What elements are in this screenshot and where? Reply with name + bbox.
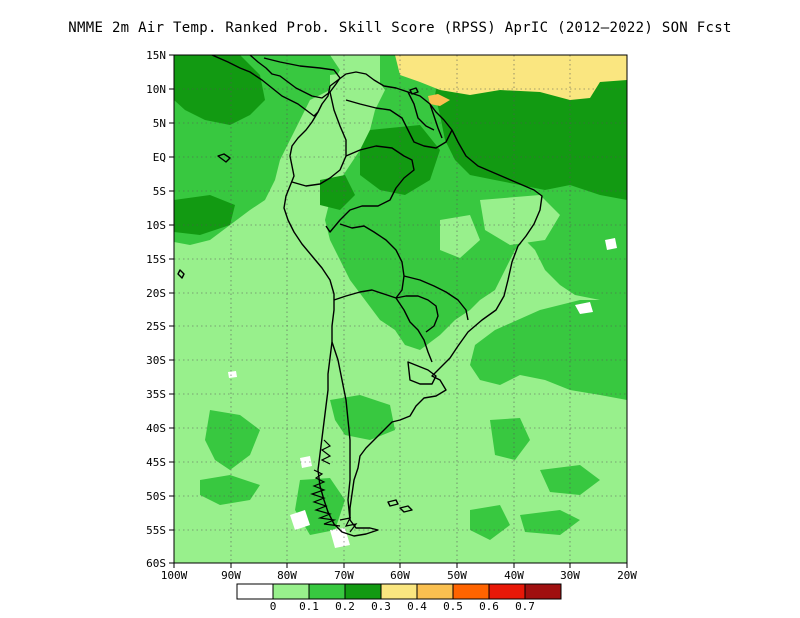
colorbar-swatch bbox=[380, 583, 418, 600]
colorbar-swatch bbox=[488, 583, 526, 600]
colorbar-swatch bbox=[236, 583, 274, 600]
lat-label: EQ bbox=[153, 151, 166, 164]
colorbar-label: 0.4 bbox=[407, 600, 427, 613]
lat-label: 45S bbox=[146, 456, 166, 469]
lat-label: 10N bbox=[146, 83, 166, 96]
lon-label: 40W bbox=[504, 569, 524, 582]
lon-label: 90W bbox=[221, 569, 241, 582]
skill-field bbox=[174, 55, 627, 563]
colorbar-label: 0.1 bbox=[299, 600, 319, 613]
lat-label: 20S bbox=[146, 287, 166, 300]
lat-label: 15N bbox=[146, 49, 166, 62]
colorbar-label: 0 bbox=[270, 600, 277, 613]
lon-label: 20W bbox=[617, 569, 637, 582]
longitude-labels: 100W 90W 80W 70W 60W 50W 40W 30W 20W bbox=[161, 569, 638, 582]
lat-label: 35S bbox=[146, 388, 166, 401]
lon-label: 100W bbox=[161, 569, 188, 582]
lat-label: 60S bbox=[146, 557, 166, 570]
colorbar-swatch bbox=[524, 583, 562, 600]
colorbar-label: 0.2 bbox=[335, 600, 355, 613]
lon-label: 60W bbox=[390, 569, 410, 582]
lat-label: 55S bbox=[146, 524, 166, 537]
lat-label: 40S bbox=[146, 422, 166, 435]
coastlines bbox=[177, 55, 543, 537]
colorbar-label: 0.7 bbox=[515, 600, 535, 613]
field-orange bbox=[428, 94, 450, 106]
colorbar-label: 0.5 bbox=[443, 600, 463, 613]
colorbar bbox=[236, 583, 562, 600]
chile-fjords bbox=[310, 439, 358, 533]
field-light-green-patch bbox=[300, 70, 560, 258]
lat-label: 25S bbox=[146, 320, 166, 333]
colorbar-swatch bbox=[272, 583, 310, 600]
lat-label: 10S bbox=[146, 219, 166, 232]
lat-label: 15S bbox=[146, 253, 166, 266]
colorbar-swatch bbox=[308, 583, 346, 600]
lon-label: 80W bbox=[277, 569, 297, 582]
lat-label: 50S bbox=[146, 490, 166, 503]
colorbar-label: 0.6 bbox=[479, 600, 499, 613]
axis-ticks bbox=[169, 54, 628, 568]
lat-label: 30S bbox=[146, 354, 166, 367]
lon-label: 30W bbox=[560, 569, 580, 582]
colorbar-swatch bbox=[416, 583, 454, 600]
colorbar-labels: 0 0.1 0.2 0.3 0.4 0.5 0.6 0.7 bbox=[270, 600, 535, 613]
lat-label: 5N bbox=[153, 117, 166, 130]
lat-label: 5S bbox=[153, 185, 166, 198]
lon-label: 50W bbox=[447, 569, 467, 582]
colorbar-swatch bbox=[452, 583, 490, 600]
map-title: NMME 2m Air Temp. Ranked Prob. Skill Sco… bbox=[68, 20, 732, 36]
lon-label: 70W bbox=[334, 569, 354, 582]
colorbar-swatch bbox=[344, 583, 382, 600]
colorbar-label: 0.3 bbox=[371, 600, 391, 613]
latitude-labels: 15N 10N 5N EQ 5S 10S 15S 20S 25S 30S 35S… bbox=[146, 49, 166, 570]
